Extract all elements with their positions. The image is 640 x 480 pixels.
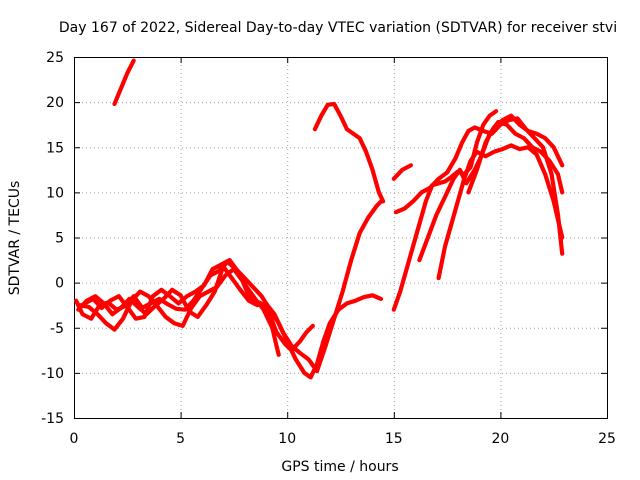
series-track-evening-6 [466,113,565,195]
y-tick-label: 15 [46,140,64,156]
grid [74,57,607,418]
y-tick-label: -5 [50,321,64,337]
y-axis-label: SDTVAR / TECUs [7,181,23,296]
series-track-low-2 [76,199,384,374]
x-tick-label: 10 [278,431,296,447]
series-track-evening-4 [436,143,565,281]
x-tick-label: 0 [70,431,79,447]
y-tick-label: -15 [41,411,64,427]
y-tick-label: 5 [55,231,64,247]
series-track-high-ridge [312,101,386,204]
chart-title: Day 167 of 2022, Sidereal Day-to-day VTE… [59,20,617,36]
y-tick-label: 25 [46,50,64,66]
series-track-low-4 [82,258,281,357]
y-tick-label: 0 [55,276,64,292]
axis-ticks: 0 5 10 15 20 25 -15 -10 -5 0 5 10 15 20 25 [41,50,616,447]
series-track-evening-1 [391,109,499,312]
x-tick-label: 5 [176,431,185,447]
series-track-evening-2 [391,163,413,181]
series-track-evening-3 [393,116,565,256]
x-axis-label: GPS time / hours [281,459,398,475]
series-track-low-3 [78,267,315,353]
series-track-early-rise [112,58,136,106]
data-series [74,58,565,380]
x-tick-label: 15 [385,431,403,447]
y-tick-label: -10 [41,366,64,382]
y-tick-label: 10 [46,185,64,201]
x-tick-label: 25 [598,431,616,447]
x-tick-label: 20 [491,431,509,447]
y-tick-label: 20 [46,95,64,111]
